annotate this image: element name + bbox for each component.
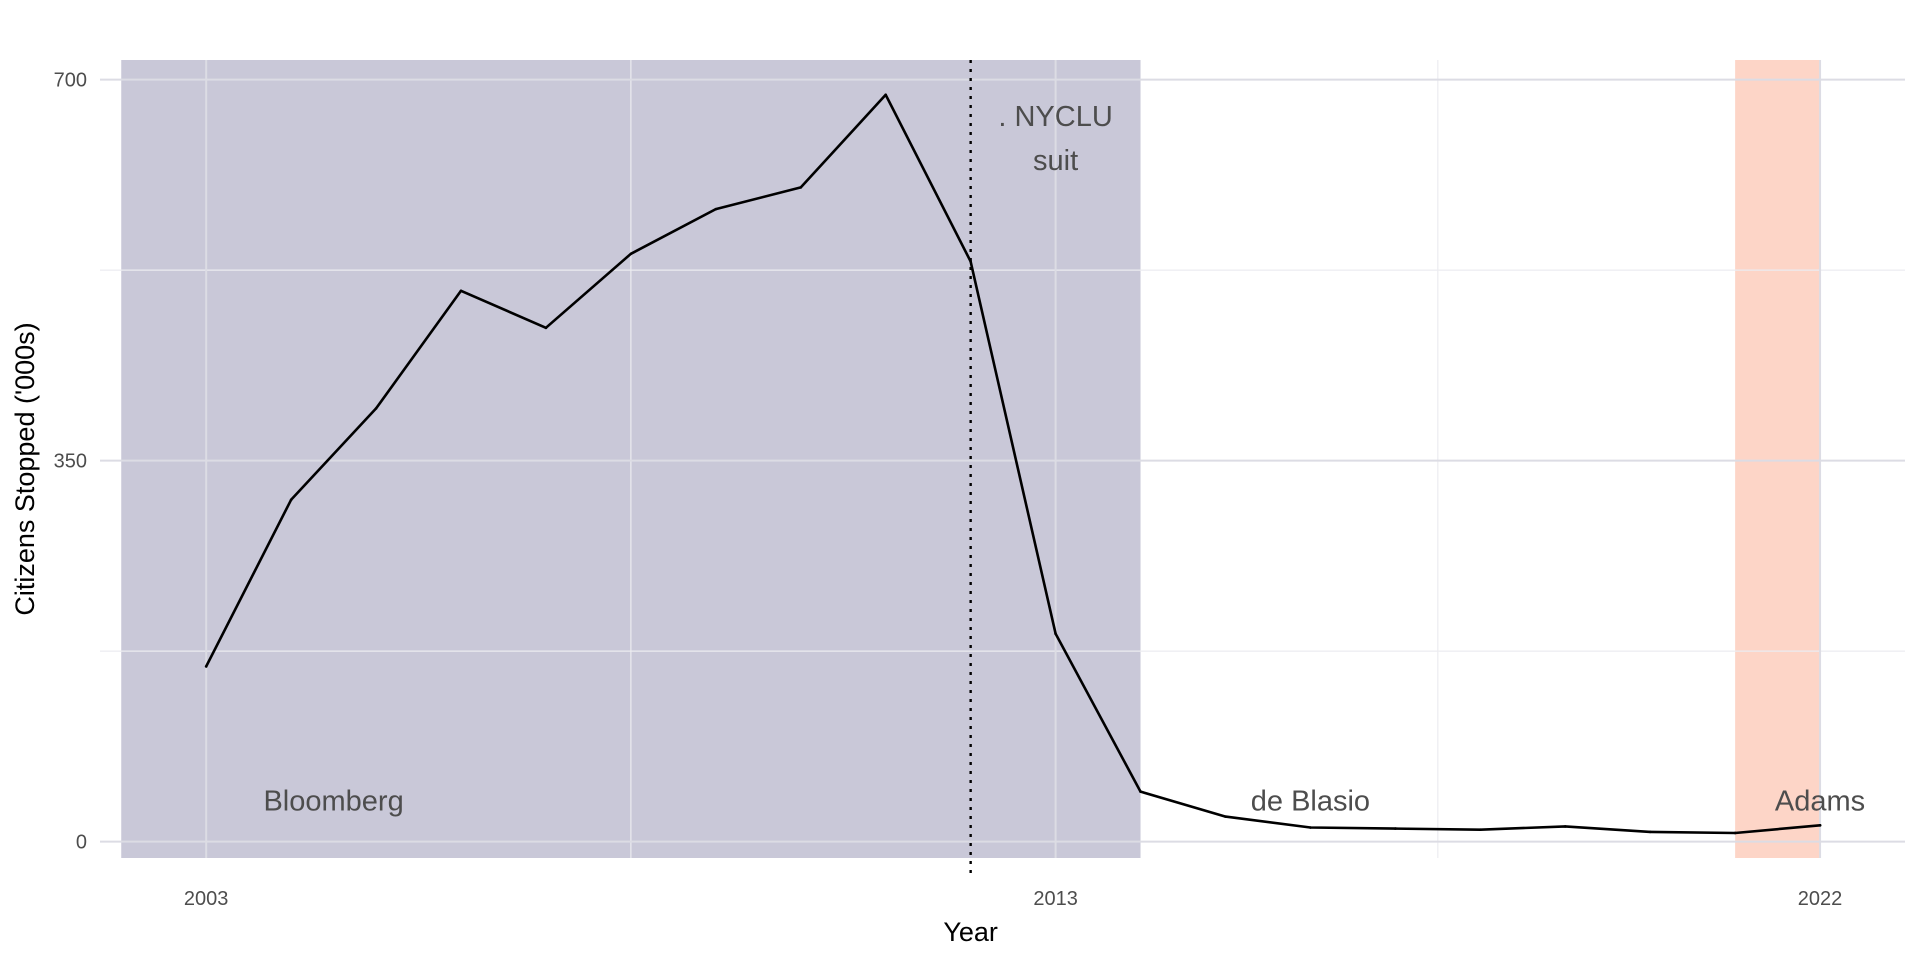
data-point	[544, 326, 548, 330]
data-point	[289, 498, 293, 502]
data-point	[884, 93, 888, 97]
x-axis-title: Year	[943, 917, 998, 947]
x-tick-label: 2003	[184, 888, 229, 910]
series-layer	[204, 93, 1822, 835]
y-tick-label: 350	[54, 451, 87, 473]
data-point	[1818, 824, 1822, 827]
data-point	[374, 407, 378, 410]
data-point	[969, 260, 972, 263]
data-point	[1224, 815, 1227, 818]
data-point	[459, 289, 463, 293]
era-label-adams: Adams	[1775, 785, 1865, 817]
y-axis-title: Citizens Stopped ('000s)	[10, 322, 40, 615]
era-label-bloomberg: Bloomberg	[263, 785, 403, 817]
data-point	[1648, 830, 1652, 834]
nyclu-suit-label-line: suit	[1033, 145, 1078, 177]
grid-layer	[100, 60, 1905, 858]
data-point	[1054, 632, 1057, 636]
era-band-adams	[1735, 60, 1821, 858]
data-point	[1139, 790, 1142, 793]
data-point	[714, 207, 718, 211]
nyclu-suit-marker: . NYCLU suit	[969, 60, 1113, 878]
y-axis-ticks: 0 350 700	[54, 70, 87, 854]
data-point	[1309, 826, 1312, 829]
data-point	[204, 665, 208, 668]
data-point	[1563, 825, 1567, 828]
x-axis-ticks: 2003 2013 2022	[184, 888, 1842, 910]
y-tick-label: 700	[54, 70, 87, 92]
nyclu-suit-label-line: . NYCLU	[998, 101, 1112, 133]
data-point	[1478, 828, 1482, 831]
x-tick-label: 2013	[1033, 888, 1078, 910]
x-tick-label: 2022	[1798, 888, 1843, 910]
data-point	[1394, 827, 1397, 830]
era-label-de-blasio: de Blasio	[1251, 785, 1370, 817]
series-line	[204, 93, 1822, 835]
data-point	[629, 252, 633, 256]
data-point	[799, 186, 803, 189]
y-tick-label: 0	[76, 832, 87, 854]
era-labels-layer: Bloomberg de Blasio Adams	[263, 785, 1865, 817]
data-point	[1733, 831, 1737, 835]
